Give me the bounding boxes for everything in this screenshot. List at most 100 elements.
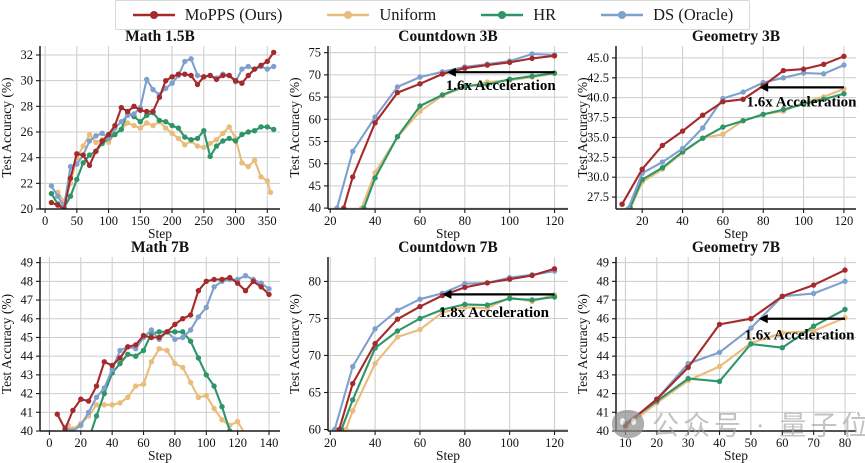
data-point-marker — [800, 70, 807, 76]
data-point-marker — [343, 426, 349, 431]
data-point-marker — [194, 143, 201, 149]
chart-math-7b: 0 20 40 60 80 100 120 140 40 41 42 43 44 45 46 47 48 49 Ma… — [0, 241, 280, 463]
data-point-marker — [394, 307, 401, 313]
data-point-marker — [245, 72, 251, 79]
chart-title: Countdown 3B — [398, 30, 498, 45]
svg-text:20: 20 — [324, 214, 337, 228]
data-point-marker — [659, 142, 666, 149]
data-point-marker — [101, 402, 108, 408]
svg-text:120: 120 — [545, 436, 564, 450]
data-point-marker — [529, 297, 535, 303]
data-point-marker — [372, 114, 378, 120]
data-point-marker — [207, 140, 213, 147]
data-point-marker — [507, 59, 513, 66]
data-point-marker — [163, 78, 169, 84]
data-point-marker — [74, 151, 80, 157]
svg-text:28: 28 — [21, 99, 34, 113]
x-axis-label: Step — [724, 448, 748, 463]
data-point-marker — [780, 67, 787, 74]
series-line-hr — [629, 92, 845, 209]
data-point-marker — [172, 336, 178, 342]
data-point-marker — [232, 138, 239, 144]
data-point-marker — [748, 341, 754, 347]
data-point-marker — [264, 178, 270, 184]
x-axis-label: Step — [724, 226, 748, 241]
figure-legend: MoPPS (Ours) Uniform HR DS (Oracle) — [114, 0, 751, 30]
data-point-marker — [124, 108, 131, 115]
data-point-marker — [507, 76, 513, 82]
data-point-marker — [67, 163, 74, 170]
svg-text:75: 75 — [309, 311, 322, 325]
data-point-marker — [148, 327, 155, 333]
data-point-marker — [740, 118, 746, 124]
data-point-marker — [417, 103, 423, 109]
data-point-marker — [207, 72, 213, 79]
data-point-marker — [54, 411, 60, 417]
data-point-marker — [137, 107, 143, 113]
svg-text:41: 41 — [21, 405, 34, 419]
axes-spines — [612, 46, 856, 213]
data-point-marker — [125, 394, 131, 400]
data-point-marker — [417, 303, 423, 310]
data-point-marker — [716, 378, 723, 385]
svg-text:30.0: 30.0 — [587, 170, 609, 184]
data-point-marker — [180, 364, 186, 371]
data-point-marker — [350, 174, 356, 180]
data-point-marker — [740, 96, 746, 103]
data-point-marker — [133, 346, 139, 352]
data-point-marker — [659, 165, 666, 171]
svg-text:30: 30 — [682, 436, 695, 450]
data-point-marker — [821, 96, 827, 103]
data-point-marker — [62, 426, 68, 431]
data-point-marker — [150, 122, 156, 129]
data-point-marker — [685, 375, 691, 382]
data-point-marker — [700, 125, 706, 131]
data-point-marker — [779, 345, 785, 351]
svg-text:55: 55 — [309, 134, 322, 148]
y-axis-label: Test Accuracy (%) — [576, 77, 590, 177]
data-point-marker — [131, 103, 137, 110]
svg-text:10: 10 — [619, 436, 632, 450]
svg-text:24: 24 — [21, 151, 34, 165]
series-hr — [90, 329, 233, 431]
data-point-marker — [48, 183, 55, 189]
svg-text:48: 48 — [21, 274, 34, 288]
data-point-marker — [74, 176, 80, 183]
data-point-marker — [779, 293, 785, 299]
data-point-marker — [164, 347, 170, 354]
legend-marker-icon — [601, 11, 644, 19]
data-point-marker — [842, 267, 848, 273]
data-point-marker — [211, 276, 217, 283]
data-point-marker — [239, 160, 245, 166]
series-line-uniform — [624, 316, 847, 429]
data-point-marker — [245, 163, 251, 170]
data-point-marker — [201, 144, 207, 151]
chart-geometry-3b: 20 40 60 80 100 120 27.5 30.0 32.5 35.0 37.5 40.0 42… — [576, 30, 857, 241]
series-ds-oracle — [332, 268, 558, 431]
data-point-marker — [203, 372, 209, 378]
svg-text:140: 140 — [260, 436, 279, 450]
data-point-marker — [112, 122, 118, 129]
data-point-marker — [484, 62, 490, 68]
data-point-marker — [219, 404, 225, 410]
svg-text:60: 60 — [309, 112, 322, 126]
svg-text:45: 45 — [597, 330, 610, 344]
data-point-marker — [117, 347, 123, 354]
data-point-marker — [175, 71, 182, 77]
svg-text:40: 40 — [21, 424, 34, 438]
data-point-marker — [220, 72, 226, 79]
svg-text:44: 44 — [21, 349, 34, 363]
data-point-marker — [439, 306, 446, 313]
svg-text:40: 40 — [597, 424, 610, 438]
data-point-marker — [267, 189, 274, 195]
chart-title: Geometry 7B — [692, 241, 780, 256]
data-point-marker — [175, 135, 182, 142]
svg-text:45: 45 — [309, 179, 322, 193]
svg-text:42: 42 — [597, 387, 610, 401]
data-point-marker — [350, 408, 356, 414]
data-point-marker — [529, 272, 535, 279]
data-point-marker — [250, 278, 256, 284]
data-point-marker — [659, 159, 666, 165]
data-point-marker — [201, 128, 207, 134]
series-line-mopps-ours — [621, 55, 845, 206]
